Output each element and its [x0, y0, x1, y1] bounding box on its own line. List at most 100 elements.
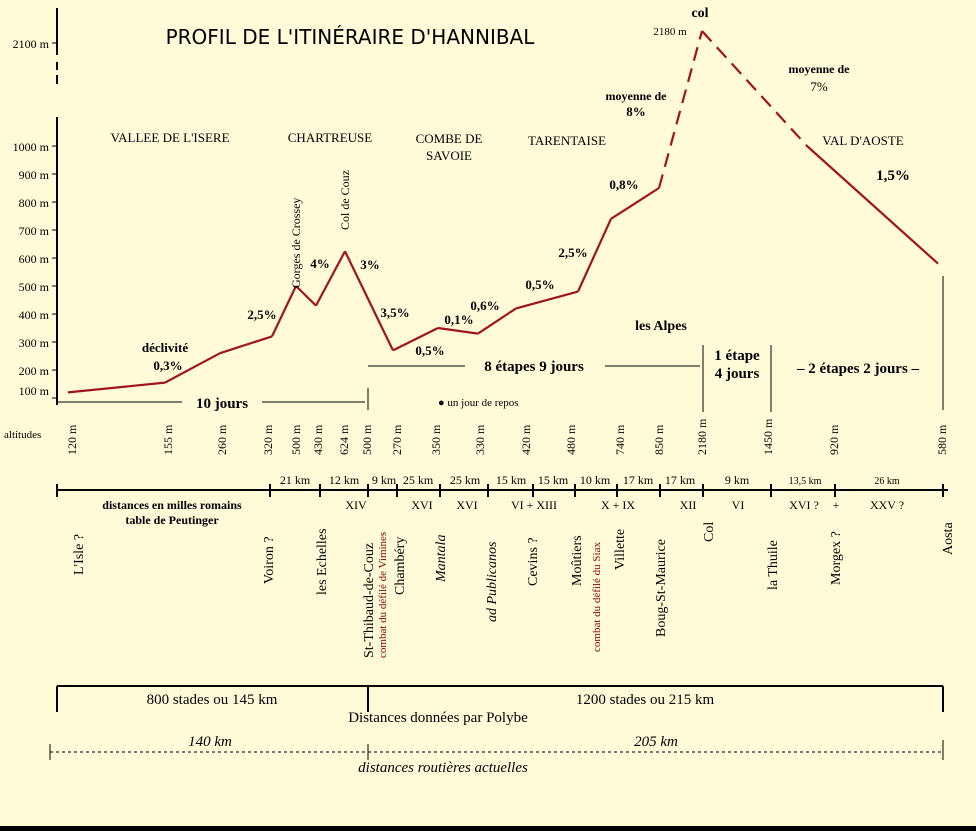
y-tick-200: 200 m [19, 364, 50, 378]
roman-count: VI [732, 498, 745, 512]
region-chartreuse: CHARTREUSE [288, 130, 373, 145]
place-name: Morgex ? [829, 531, 844, 585]
altitude-label: 320 m [261, 424, 275, 455]
altitude-label: 850 m [652, 424, 666, 455]
gradient-1: 0,3% [153, 358, 182, 373]
segment-distance: 15 km [538, 473, 569, 487]
place-name: Villette [613, 529, 628, 570]
place-name: Cevins ? [526, 537, 541, 586]
place-name: ad Publicanos [485, 541, 500, 622]
region-tarentaise: TARENTAISE [528, 133, 606, 148]
gradient-moy-1: moyenne de [606, 89, 668, 103]
altitude-label: 260 m [215, 424, 229, 455]
roman-count: XVI ? [789, 498, 819, 512]
road-left: 140 km [188, 734, 232, 750]
place-name: Moûtiers [570, 535, 585, 586]
gradient-7: 0,1% [444, 312, 473, 327]
altitude-label: 740 m [613, 424, 627, 455]
segment-distance: 17 km [665, 473, 696, 487]
region-isere: VALLEE DE L'ISERE [110, 130, 229, 145]
segment-distance: 12 km [329, 473, 360, 487]
gradient-6: 0,5% [415, 343, 444, 358]
y-tick-600: 600 m [19, 252, 50, 266]
gradient-moy-1-value: 8% [626, 104, 646, 119]
peak-col: col [691, 6, 708, 21]
place-name: Voiron ? [262, 536, 277, 584]
altitude-label: 480 m [564, 424, 578, 455]
segment-distance: 25 km [450, 473, 481, 487]
place-name: Aosta [941, 522, 956, 555]
segment-distance: 9 km [372, 473, 397, 487]
altitude-label: 350 m [429, 424, 443, 455]
segment-distance: 13,5 km [789, 476, 822, 487]
y-tick-2100: 2100 m [13, 37, 50, 51]
battle-vimines: combat du défilé de Vimines [377, 532, 389, 658]
altitude-label: 920 m [827, 424, 841, 455]
gradient-5: 3,5% [380, 305, 409, 320]
altitude-label: 420 m [519, 424, 533, 455]
road-caption: distances routières actuelles [358, 760, 528, 776]
peutinger-line-1: distances en milles romains [102, 498, 242, 512]
segment-distance: 26 km [874, 476, 900, 487]
altitude-label: 2180 m [695, 418, 709, 455]
period-3-a: 1 étape [714, 348, 760, 364]
gradient-12: 1,5% [876, 168, 910, 184]
y-tick-1000: 1000 m [13, 140, 50, 154]
gradient-3: 4% [310, 256, 330, 271]
y-tick-500: 500 m [19, 280, 50, 294]
polybe-caption: Distances données par Polybe [348, 710, 528, 726]
segment-distance: 25 km [403, 473, 434, 487]
segment-distances: 21 km 12 km 9 km 25 km 25 km 15 km 15 km 10 km 1… [280, 473, 900, 487]
region-aoste: VAL D'AOSTE [822, 133, 903, 148]
segment-distance: 15 km [496, 473, 527, 487]
altitude-label: 330 m [473, 424, 487, 455]
gradient-9: 0,5% [525, 277, 554, 292]
roman-count: XII [680, 498, 697, 512]
roman-count: X + IX [601, 498, 635, 512]
region-combe-2: SAVOIE [426, 148, 472, 163]
polybe-right: 1200 stades ou 215 km [576, 692, 715, 708]
y-tick-300: 300 m [19, 336, 50, 350]
altitudes-label: altitudes [4, 429, 41, 441]
rest-day-note: ● un jour de repos [438, 397, 519, 409]
altitude-label: 500 m [360, 424, 374, 455]
place-name: Col [702, 522, 717, 542]
period-1: 10 jours [196, 396, 248, 412]
altitude-label: 580 m [935, 424, 949, 455]
roman-count: XVI [456, 498, 477, 512]
y-tick-800: 800 m [19, 196, 50, 210]
gradient-2: 2,5% [247, 307, 276, 322]
altitude-label: 1450 m [761, 418, 775, 455]
region-alpes: les Alpes [635, 319, 687, 334]
road-right: 205 km [634, 734, 678, 750]
peak-col-altitude: 2180 m [653, 26, 687, 38]
gradient-4: 3% [360, 257, 380, 272]
place-name: les Echelles [315, 529, 330, 595]
period-2: 8 étapes 9 jours [484, 359, 584, 375]
place-name: Mantala [434, 535, 449, 583]
gradient-10: 2,5% [558, 245, 587, 260]
segment-distance: 17 km [623, 473, 654, 487]
gradient-moy-2: moyenne de [789, 62, 851, 76]
y-tick-100: 100 m [19, 384, 50, 398]
y-tick-400: 400 m [19, 308, 50, 322]
y-tick-700: 700 m [19, 224, 50, 238]
segment-distance: 21 km [280, 473, 311, 487]
roman-count: + [833, 498, 840, 512]
place-name: St-Thibaud-de-Couz [362, 543, 377, 658]
altitude-label: 624 m [337, 424, 351, 455]
roman-count: XIV [345, 498, 367, 512]
gradient-declivite: déclivité [142, 340, 188, 355]
altitude-label: 270 m [390, 424, 404, 455]
period-4: – 2 étapes 2 jours – [796, 361, 920, 377]
segment-distance: 10 km [580, 473, 611, 487]
gradient-11: 0,8% [609, 177, 638, 192]
place-name: Boug-St-Maurice [654, 539, 669, 637]
y-tick-900: 900 m [19, 168, 50, 182]
peak-crossey: Gorges de Crossey [289, 198, 303, 288]
altitude-label: 430 m [311, 424, 325, 455]
place-name: L'Isle ? [72, 534, 87, 575]
roman-count: VI + XIII [511, 498, 557, 512]
